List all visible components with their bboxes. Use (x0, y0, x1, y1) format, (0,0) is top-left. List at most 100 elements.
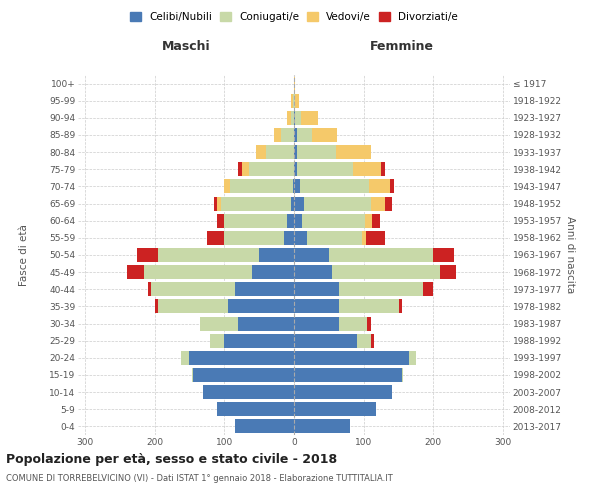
Bar (301, 111, 319, 125)
Bar (294, 385, 392, 399)
Bar (294, 282, 339, 296)
Text: Popolazione per età, sesso e stato civile - 2018: Popolazione per età, sesso e stato civil… (6, 452, 337, 466)
Bar (217, 402, 294, 416)
Bar (158, 248, 259, 262)
Bar (193, 368, 294, 382)
Bar (287, 214, 294, 228)
Bar (217, 214, 224, 228)
Bar (294, 420, 350, 434)
Bar (365, 214, 372, 228)
Bar (302, 214, 365, 228)
Bar (385, 196, 392, 210)
Text: Femmine: Femmine (370, 40, 434, 52)
Bar (274, 128, 281, 142)
Bar (294, 145, 298, 159)
Legend: Celibi/Nubili, Coniugati/e, Vedovi/e, Divorziati/e: Celibi/Nubili, Coniugati/e, Vedovi/e, Di… (130, 12, 458, 22)
Bar (372, 214, 380, 228)
Bar (339, 300, 398, 314)
Bar (381, 162, 385, 176)
Bar (294, 111, 295, 125)
Bar (339, 282, 423, 296)
Bar (284, 231, 294, 245)
Bar (224, 334, 294, 347)
Bar (294, 248, 329, 262)
Bar (294, 76, 295, 90)
Bar (307, 231, 362, 245)
Bar (371, 196, 385, 210)
Bar (353, 162, 381, 176)
Bar (266, 145, 294, 159)
Bar (295, 111, 301, 125)
Bar (190, 351, 294, 365)
Bar (423, 282, 433, 296)
Bar (294, 196, 304, 210)
Bar (242, 162, 249, 176)
Bar (181, 351, 190, 365)
Bar (238, 162, 242, 176)
Bar (339, 316, 367, 330)
Bar (217, 196, 221, 210)
Bar (433, 248, 454, 262)
Bar (294, 351, 409, 365)
Bar (297, 128, 312, 142)
Bar (214, 196, 217, 210)
Bar (362, 231, 366, 245)
Bar (148, 282, 151, 296)
Bar (312, 128, 337, 142)
Bar (203, 385, 294, 399)
Bar (440, 265, 455, 279)
Bar (151, 282, 235, 296)
Bar (224, 180, 230, 194)
Bar (294, 368, 402, 382)
Bar (137, 248, 158, 262)
Bar (291, 94, 293, 108)
Bar (224, 214, 287, 228)
Bar (293, 94, 294, 108)
Bar (249, 162, 294, 176)
Bar (228, 300, 294, 314)
Bar (259, 248, 294, 262)
Bar (127, 265, 144, 279)
Bar (294, 214, 302, 228)
Bar (211, 334, 224, 347)
Bar (332, 265, 440, 279)
Bar (294, 94, 295, 108)
Bar (299, 180, 369, 194)
Bar (158, 300, 228, 314)
Bar (294, 265, 332, 279)
Bar (224, 231, 284, 245)
Bar (294, 180, 299, 194)
Bar (235, 282, 294, 296)
Text: Fasce di età: Fasce di età (19, 224, 29, 286)
Text: Anni di nascita: Anni di nascita (565, 216, 575, 294)
Text: COMUNE DI TORREBELVICINO (VI) - Dati ISTAT 1° gennaio 2018 - Elaborazione TUTTIT: COMUNE DI TORREBELVICINO (VI) - Dati IST… (6, 474, 393, 483)
Bar (155, 300, 158, 314)
Bar (221, 196, 290, 210)
Bar (298, 145, 336, 159)
Bar (298, 162, 353, 176)
Bar (304, 196, 371, 210)
Bar (144, 265, 252, 279)
Bar (235, 420, 294, 434)
Bar (329, 248, 433, 262)
Bar (230, 180, 293, 194)
Bar (409, 351, 416, 365)
Bar (290, 111, 294, 125)
Bar (371, 334, 374, 347)
Bar (290, 196, 294, 210)
Bar (207, 231, 224, 245)
Bar (256, 145, 266, 159)
Bar (398, 300, 402, 314)
Bar (191, 368, 193, 382)
Bar (402, 368, 403, 382)
Bar (294, 300, 339, 314)
Bar (294, 316, 339, 330)
Bar (367, 316, 371, 330)
Bar (294, 231, 307, 245)
Bar (238, 316, 294, 330)
Bar (369, 180, 390, 194)
Bar (294, 128, 297, 142)
Text: Maschi: Maschi (161, 40, 211, 52)
Bar (200, 316, 238, 330)
Bar (294, 402, 376, 416)
